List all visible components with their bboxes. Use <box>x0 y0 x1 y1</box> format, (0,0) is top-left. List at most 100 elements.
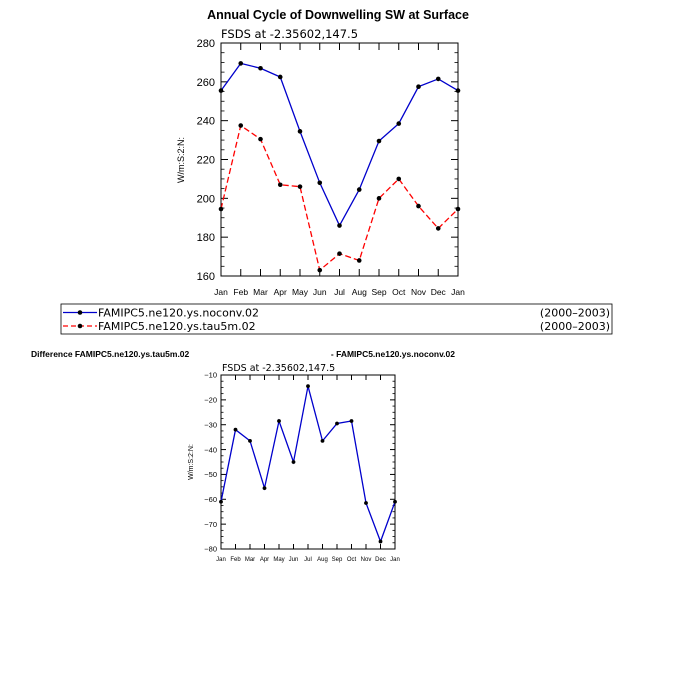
legend-box <box>60 303 613 335</box>
legend-period-tau5m: (2000–2003) <box>540 320 610 333</box>
difference-series-lines <box>220 386 396 544</box>
x-tick-label: May <box>273 557 284 563</box>
x-tick-label: Apr <box>274 287 287 297</box>
y-tick-label: −10 <box>204 371 217 380</box>
annual-cycle-chart: Annual Cycle of Downwelling SW at Surfac… <box>176 8 469 297</box>
y-tick-label: 260 <box>197 77 215 89</box>
series-lines <box>220 62 459 272</box>
legend-marker-noconv <box>77 310 83 315</box>
data-point <box>455 88 461 93</box>
data-point <box>356 258 362 263</box>
chart-subtitle: FSDS at -2.35602,147.5 <box>221 27 358 41</box>
data-point <box>277 182 283 188</box>
x-tick-label: Nov <box>411 287 427 297</box>
x-tick-label: Aug <box>317 557 328 563</box>
difference-y-axis-label: W/m:S:2:N: <box>188 444 195 480</box>
data-point <box>248 438 252 443</box>
data-point <box>317 180 323 186</box>
data-point <box>396 121 402 126</box>
y-tick-label: −50 <box>204 470 217 479</box>
data-point <box>277 74 283 80</box>
data-point <box>317 267 323 273</box>
data-point <box>258 136 263 142</box>
x-tick-label: Aug <box>352 287 367 297</box>
y-tick-label: 180 <box>197 232 215 244</box>
chart-title: Annual Cycle of Downwelling SW at Surfac… <box>207 8 469 22</box>
x-tick-label: Oct <box>392 287 406 297</box>
data-point <box>218 206 224 212</box>
x-tick-label: Feb <box>230 557 241 563</box>
legend-label-tau5m: FAMIPC5.ne120.ys.tau5m.02 <box>98 320 256 333</box>
x-tick-label: Apr <box>260 557 269 563</box>
y-tick-label: −20 <box>204 396 217 405</box>
x-tick-label: Mar <box>245 557 255 563</box>
data-point <box>378 539 383 544</box>
x-tick-label: Mar <box>253 287 268 297</box>
data-point <box>396 176 402 182</box>
data-point <box>376 138 382 144</box>
data-point <box>218 88 224 93</box>
x-tick-label: Sep <box>332 557 343 563</box>
y-tick-label: 240 <box>197 116 215 128</box>
y-tick-label: −40 <box>204 445 217 454</box>
y-tick-label: 280 <box>197 38 215 50</box>
y-axis-label: W/m:S:2:N: <box>176 137 186 183</box>
data-point <box>356 187 362 192</box>
data-point <box>306 384 310 389</box>
difference-title-right: - FAMIPC5.ne120.ys.noconv.02 <box>331 349 455 359</box>
data-point <box>238 123 244 128</box>
difference-axis-ticks: −80 −70 −60 −50 −40 −30 −20 −10 Jan Feb Mar Apr May J… <box>204 371 400 563</box>
series-line-0 <box>220 62 459 227</box>
data-point <box>262 486 267 490</box>
difference-series-points <box>219 384 397 544</box>
data-point <box>297 129 303 134</box>
series-line-1 <box>220 124 459 272</box>
data-point <box>435 76 441 82</box>
x-tick-label: Jan <box>214 287 228 297</box>
difference-title-left: Difference FAMIPC5.ne120.ys.tau5m.02 <box>31 349 190 359</box>
data-point <box>297 184 303 189</box>
y-tick-label: −30 <box>204 420 217 429</box>
legend-marker-tau5m <box>77 323 83 329</box>
data-point <box>435 226 441 231</box>
x-tick-label: Dec <box>431 287 447 297</box>
x-tick-label: Nov <box>361 557 372 563</box>
x-tick-label: Dec <box>375 557 386 563</box>
x-tick-label: Jul <box>334 287 345 297</box>
data-point <box>233 427 238 432</box>
x-tick-label: Jul <box>304 557 312 563</box>
x-tick-label: Jan <box>216 557 226 563</box>
axis-ticks: 160 180 200 220 240 260 280 Jan Feb Mar Apr May Jun J… <box>197 38 465 297</box>
x-tick-label: Sep <box>371 287 386 297</box>
data-point <box>335 421 339 426</box>
plot-frame <box>220 42 459 277</box>
data-point <box>416 203 421 209</box>
x-tick-label: Jan <box>390 557 400 563</box>
x-tick-label: Jan <box>451 287 465 297</box>
series-line-0 <box>220 386 396 544</box>
difference-plot-frame <box>220 374 396 550</box>
y-tick-label: −70 <box>204 520 217 529</box>
data-point <box>291 460 296 464</box>
data-point <box>455 206 461 212</box>
data-point <box>238 61 244 66</box>
y-tick-label: −60 <box>204 495 217 504</box>
x-tick-label: Jun <box>313 287 327 297</box>
y-tick-label: −80 <box>204 545 217 554</box>
x-tick-label: Jun <box>289 557 299 563</box>
series-points <box>218 61 461 273</box>
data-point <box>393 499 397 504</box>
y-tick-label: 220 <box>197 154 215 166</box>
difference-chart: Difference FAMIPC5.ne120.ys.tau5m.02 - F… <box>31 349 455 563</box>
data-point <box>364 501 368 505</box>
data-point <box>219 499 223 504</box>
y-tick-label: 200 <box>197 193 215 205</box>
data-point <box>258 65 263 71</box>
x-tick-label: Feb <box>233 287 248 297</box>
difference-subtitle: FSDS at -2.35602,147.5 <box>222 363 335 374</box>
y-tick-label: 160 <box>197 271 215 283</box>
data-point <box>416 84 421 89</box>
data-point <box>349 419 354 423</box>
data-point <box>277 419 281 423</box>
